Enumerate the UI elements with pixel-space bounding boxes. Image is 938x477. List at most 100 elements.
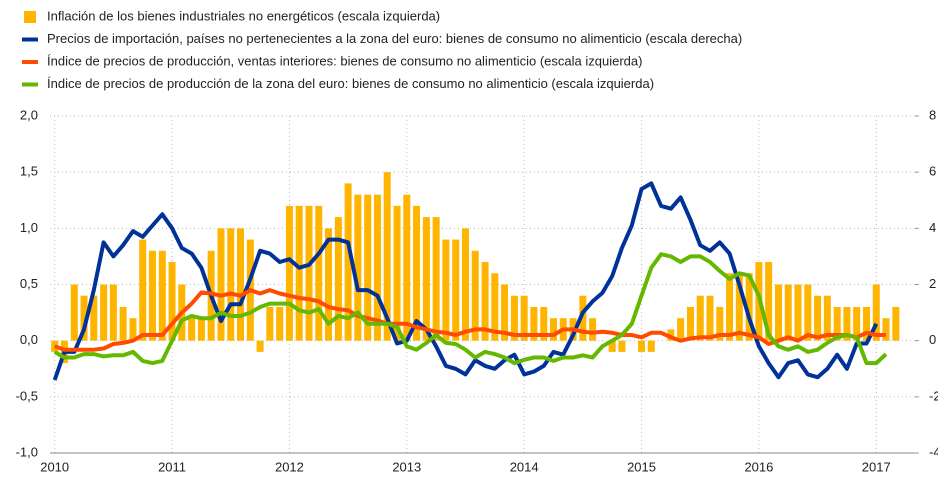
bar xyxy=(863,306,871,341)
bar xyxy=(823,295,831,341)
bar xyxy=(168,262,176,341)
x-tick-label: 2010 xyxy=(40,459,69,474)
x-tick-label: 2012 xyxy=(275,459,304,474)
bar xyxy=(784,284,792,341)
bar xyxy=(794,284,802,341)
bar xyxy=(765,262,773,341)
bar xyxy=(158,250,166,341)
bar xyxy=(139,239,147,341)
bar xyxy=(745,273,753,341)
bar xyxy=(109,284,117,341)
y-tick-label: 0,0 xyxy=(20,332,38,347)
bar xyxy=(618,340,626,352)
bar xyxy=(422,217,430,341)
bar xyxy=(413,205,421,341)
bar xyxy=(461,228,469,341)
bar xyxy=(853,306,861,341)
bar xyxy=(716,306,724,341)
bar xyxy=(256,340,264,352)
bar xyxy=(843,306,851,341)
bar xyxy=(188,318,196,341)
bar xyxy=(315,205,323,341)
y2-tick-label: -4 xyxy=(929,444,938,459)
bar xyxy=(285,205,293,341)
bar xyxy=(325,228,333,341)
bar xyxy=(667,329,675,341)
legend-label: Índice de precios de producción de la zo… xyxy=(47,76,654,91)
line xyxy=(52,181,879,381)
bar xyxy=(706,295,714,341)
bar xyxy=(119,306,127,341)
bar xyxy=(100,284,108,341)
bar xyxy=(530,306,538,341)
bar xyxy=(550,318,558,341)
x-tick-label: 2011 xyxy=(158,459,186,474)
bar xyxy=(872,284,880,341)
bar xyxy=(882,318,890,341)
bar xyxy=(197,318,205,341)
y2-tick-label: -2 xyxy=(929,388,938,403)
bar xyxy=(520,295,528,341)
x-tick-label: 2016 xyxy=(744,459,773,474)
bar xyxy=(354,194,362,341)
bar xyxy=(276,306,284,341)
bar xyxy=(442,239,450,341)
bar xyxy=(393,205,401,341)
bar xyxy=(677,318,685,341)
y-tick-label: 2,0 xyxy=(20,107,38,122)
y2-tick-label: 0 xyxy=(929,332,936,347)
bar xyxy=(129,318,137,341)
bar xyxy=(373,194,381,341)
bar xyxy=(90,295,98,341)
x-tick-label: 2017 xyxy=(862,459,891,474)
bar xyxy=(471,250,479,341)
bar xyxy=(647,340,655,352)
bar xyxy=(804,284,812,341)
bar xyxy=(80,295,88,341)
bar xyxy=(432,217,440,341)
x-tick-label: 2014 xyxy=(510,459,539,474)
bar xyxy=(833,306,841,341)
bar xyxy=(217,228,225,341)
bar xyxy=(638,340,646,352)
y2-tick-label: 2 xyxy=(929,276,936,291)
x-tick-label: 2013 xyxy=(392,459,421,474)
bar xyxy=(364,194,372,341)
y-tick-label: -1,0 xyxy=(16,444,38,459)
bar xyxy=(305,205,313,341)
bar xyxy=(501,284,509,341)
bar xyxy=(579,295,587,341)
bar xyxy=(540,306,548,341)
y2-tick-label: 8 xyxy=(929,107,936,122)
x-tick-label: 2015 xyxy=(627,459,656,474)
bar xyxy=(236,228,244,341)
bar xyxy=(775,284,783,341)
bar xyxy=(51,340,59,352)
line xyxy=(54,288,886,352)
bar xyxy=(696,295,704,341)
legend-label: Precios de importación, países no perten… xyxy=(47,31,742,46)
bar xyxy=(892,306,900,341)
y-tick-label: -0,5 xyxy=(16,388,38,403)
bar xyxy=(266,306,274,341)
bar xyxy=(334,217,342,341)
bar xyxy=(383,172,391,341)
line xyxy=(53,252,888,366)
bar xyxy=(510,295,518,341)
bar xyxy=(491,273,499,341)
legend-label: Inflación de los bienes industriales no … xyxy=(47,8,440,23)
bar xyxy=(344,183,352,341)
legend-label: Índice de precios de producción, ventas … xyxy=(47,53,642,68)
bar xyxy=(481,262,489,341)
bar xyxy=(227,228,235,341)
y-tick-label: 0,5 xyxy=(20,276,38,291)
bar xyxy=(70,284,78,341)
bar xyxy=(295,205,303,341)
legend-swatch xyxy=(24,11,36,23)
bar xyxy=(686,306,694,341)
y2-tick-label: 4 xyxy=(929,220,936,235)
bar xyxy=(452,239,460,341)
y-tick-label: 1,0 xyxy=(20,220,38,235)
bar xyxy=(726,273,734,341)
